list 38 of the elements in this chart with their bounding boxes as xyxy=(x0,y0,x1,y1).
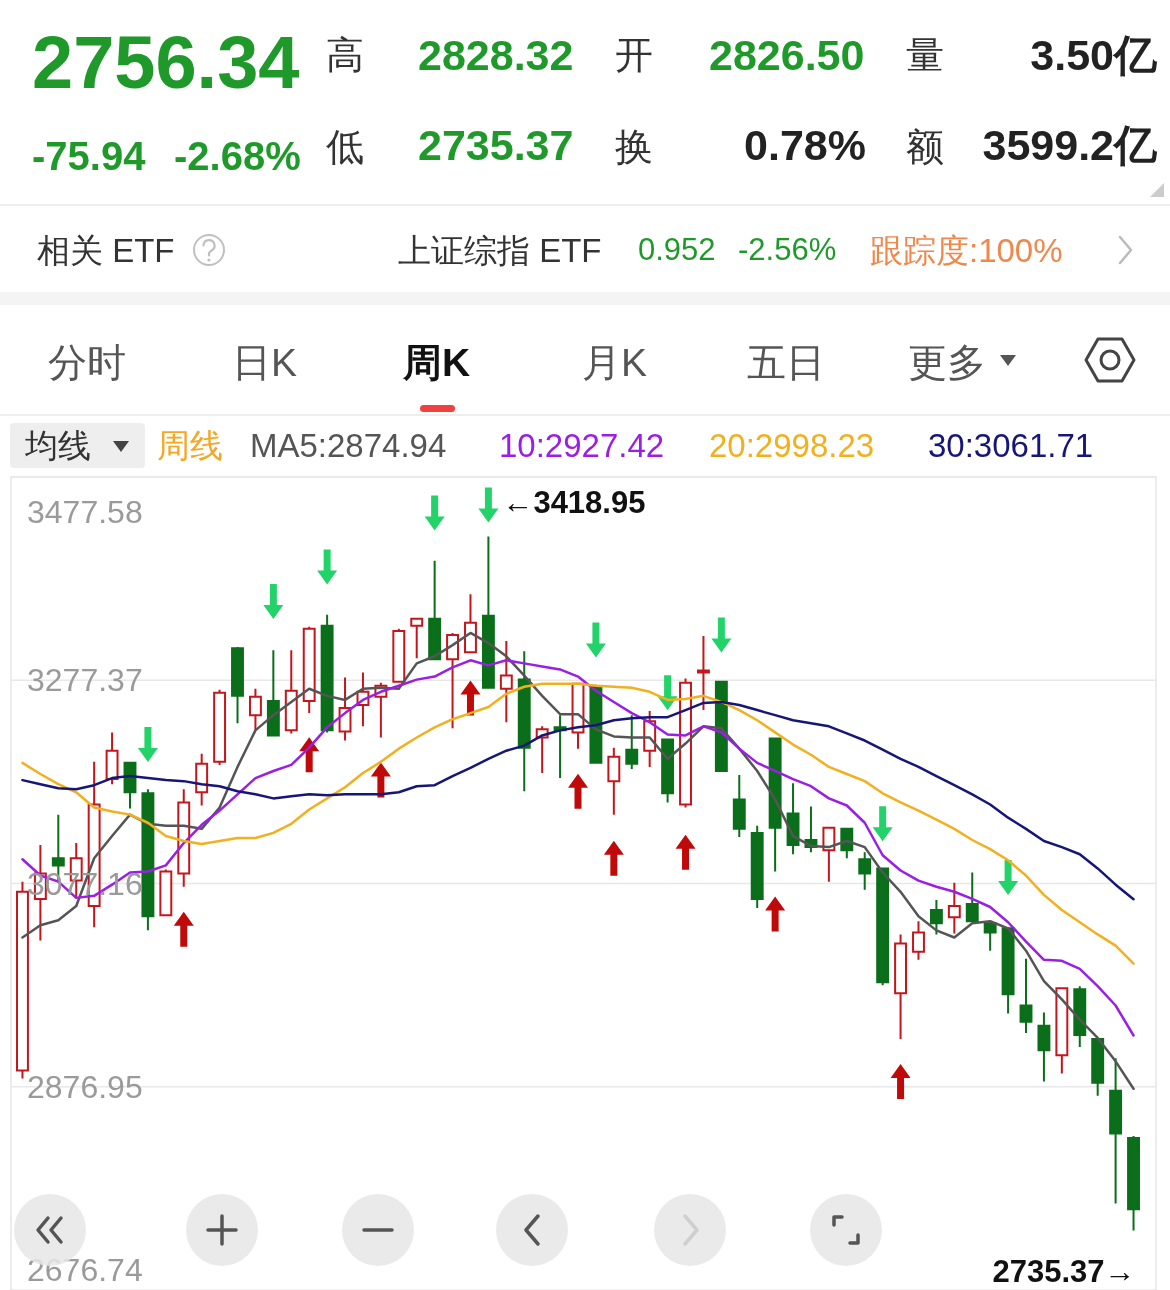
text: 周K xyxy=(402,341,471,384)
text: 2828.32 xyxy=(418,31,574,79)
text: 分时 xyxy=(48,341,126,384)
text: 开 xyxy=(615,34,653,76)
text: 五日 xyxy=(747,341,825,384)
text: 2826.50 xyxy=(709,31,865,79)
y-tick-label: 2876.95 xyxy=(27,1068,143,1105)
text: 30:3061.71 xyxy=(928,427,1094,464)
text: 均线 xyxy=(24,427,91,464)
text: -75.94 xyxy=(32,134,147,178)
y-tick-label: 2676.74 xyxy=(27,1252,143,1288)
text: 低 xyxy=(326,126,364,168)
text: 3.50亿 xyxy=(1030,31,1158,79)
text: 上证综指 ETF xyxy=(398,232,602,269)
annotation: ←3418.95 xyxy=(502,484,646,520)
text: 20:2998.23 xyxy=(709,427,875,464)
text: 跟踪度:100% xyxy=(870,232,1063,269)
text: 10:2927.42 xyxy=(499,427,665,464)
text: 换 xyxy=(615,126,653,168)
text: 0.952 xyxy=(638,232,716,267)
text: 月K xyxy=(582,341,648,384)
y-tick-label: 3477.58 xyxy=(27,494,143,530)
text: 3599.2亿 xyxy=(982,121,1158,169)
text: -2.56% xyxy=(738,232,837,267)
annotation: 2735.37→ xyxy=(992,1254,1136,1290)
text: 相关 ETF xyxy=(37,232,175,269)
text: MA5:2874.94 xyxy=(250,427,447,464)
text: 0.78% xyxy=(744,121,866,169)
text: 周线 xyxy=(157,427,223,464)
text: 量 xyxy=(906,34,944,76)
text: 2735.37 xyxy=(418,121,574,169)
text: -2.68% xyxy=(174,134,301,178)
y-tick-label: 3277.37 xyxy=(27,662,143,699)
text: 高 xyxy=(326,34,364,76)
text: 额 xyxy=(906,126,944,168)
text: 日K xyxy=(232,341,298,384)
text: 更多 xyxy=(908,341,986,384)
text: 2756.34 xyxy=(32,21,300,104)
